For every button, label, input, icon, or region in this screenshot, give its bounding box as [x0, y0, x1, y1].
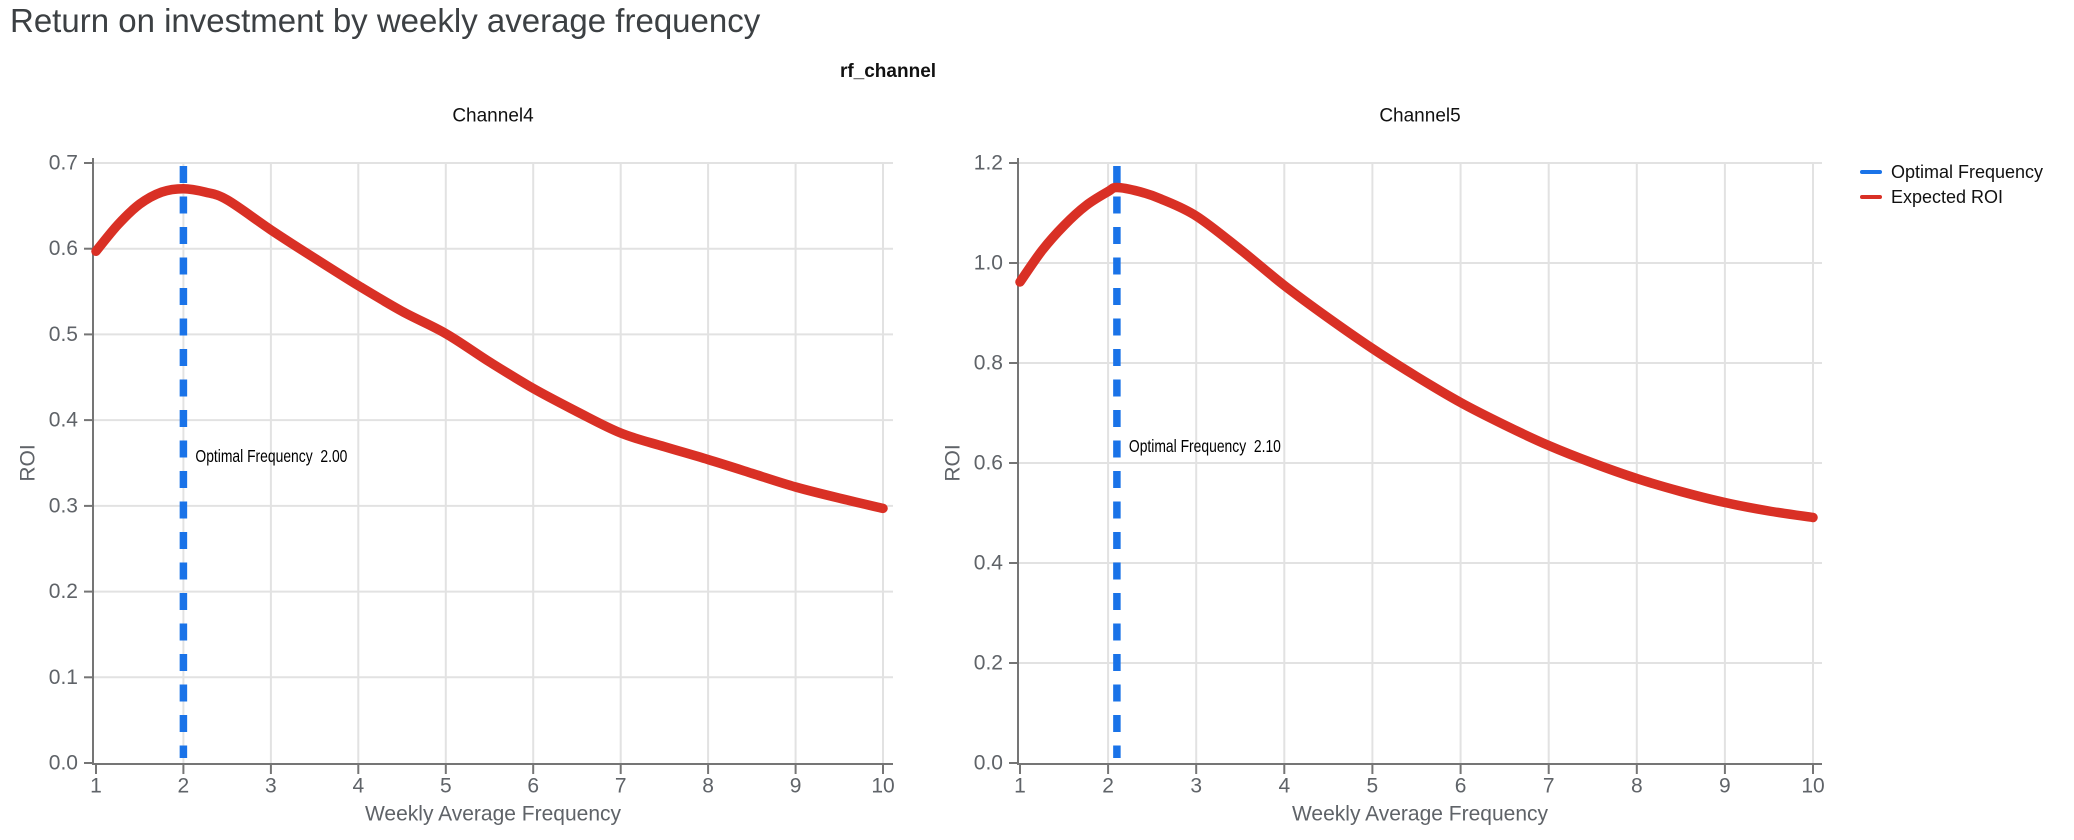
optimal-frequency-annotation-channel4: Optimal Frequency 2.00 [195, 446, 347, 466]
y-tick-label: 0.2 [974, 652, 1003, 675]
x-tick-label: 9 [790, 775, 802, 798]
y-tick-label: 0.0 [49, 752, 78, 775]
y-tick-label: 0.4 [974, 552, 1004, 575]
y-tick-label: 0.7 [49, 152, 78, 175]
expected-roi-curve-channel4 [91, 183, 888, 514]
page-title: Return on investment by weekly average f… [10, 2, 761, 39]
x-tick-label: 9 [1719, 775, 1731, 798]
x-tick-label: 4 [352, 775, 364, 798]
y-tick-label: 0.8 [974, 352, 1003, 375]
x-tick-label: 3 [1190, 775, 1202, 798]
x-tick-label: 1 [90, 775, 102, 798]
y-tick-label: 0.1 [49, 666, 78, 689]
x-tick-label: 8 [702, 775, 714, 798]
legend-swatch-optimal-frequency [1860, 170, 1882, 174]
x-tick-label: 6 [1455, 775, 1467, 798]
optimal-frequency-annotation-channel5: Optimal Frequency 2.10 [1129, 436, 1281, 456]
y-tick-label: 1.0 [974, 252, 1003, 275]
chart-channel4: 0.0 0.1 0.2 0.3 0.4 0.5 0.6 0.7 1 2 3 4 5 6 7 8 9 10 Optim… [17, 106, 895, 826]
subplot-title-channel5: Channel5 [1379, 106, 1460, 127]
y-axis-title: ROI [942, 444, 965, 481]
y-tick-label: 0.2 [49, 580, 78, 603]
legend-label-optimal-frequency: Optimal Frequency [1891, 161, 2044, 182]
x-tick-label: 4 [1278, 775, 1290, 798]
y-tick-label: 0.0 [974, 752, 1003, 775]
x-tick-label: 2 [1102, 775, 1114, 798]
y-tick-label: 0.4 [49, 409, 79, 432]
figure-title: rf_channel [839, 61, 937, 82]
expected-roi-curve-channel5 [1015, 182, 1818, 523]
subplot-title-channel4: Channel4 [452, 106, 534, 127]
legend-item-optimal-frequency: Optimal Frequency [1860, 161, 2044, 182]
x-tick-label: 8 [1631, 775, 1643, 798]
x-tick-label: 6 [527, 775, 539, 798]
legend-label-expected-roi: Expected ROI [1891, 186, 2004, 207]
x-tick-label: 5 [440, 775, 452, 798]
x-axis-title: Weekly Average Frequency [365, 803, 622, 826]
chart-channel5: 0.0 0.2 0.4 0.6 0.8 1.0 1.2 1 2 3 4 5 6 7 8 9 10 Optimal … [942, 106, 1825, 826]
x-tick-label: 10 [1801, 775, 1824, 798]
legend: Optimal Frequency Expected ROI [1860, 161, 2044, 207]
x-tick-label: 7 [615, 775, 627, 798]
x-tick-label: 2 [178, 775, 190, 798]
x-axis-title: Weekly Average Frequency [1292, 803, 1549, 826]
x-tick-label: 3 [265, 775, 277, 798]
y-tick-label: 0.5 [49, 323, 78, 346]
x-tick-label: 1 [1014, 775, 1026, 798]
y-axis-title: ROI [17, 444, 40, 481]
y-tick-label: 1.2 [974, 152, 1003, 175]
legend-swatch-expected-roi [1860, 195, 1882, 199]
y-tick-label: 0.3 [49, 494, 78, 517]
y-tick-label: 0.6 [974, 452, 1003, 475]
x-tick-label: 5 [1367, 775, 1379, 798]
x-tick-label: 7 [1543, 775, 1555, 798]
legend-item-expected-roi: Expected ROI [1860, 186, 2043, 207]
x-tick-label: 10 [871, 775, 894, 798]
y-tick-label: 0.6 [49, 237, 78, 260]
